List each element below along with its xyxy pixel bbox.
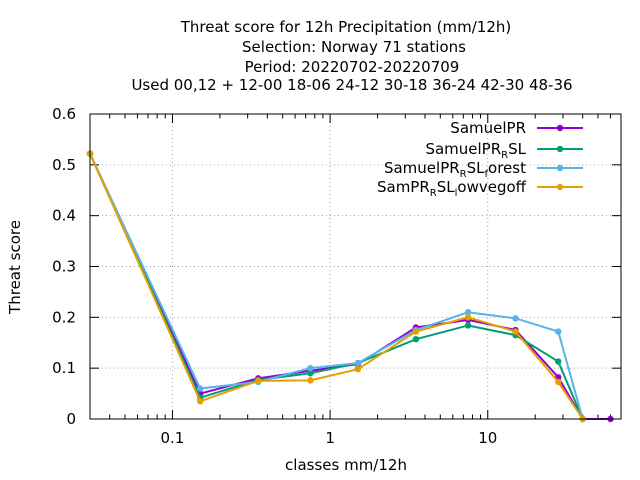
plot-frame [89,113,622,420]
legend-text: SamuelPR [384,159,460,177]
legend-text: SL [437,178,456,196]
legend-text: SamuelPR [450,119,526,137]
legend-subscript: R [501,150,508,161]
data-point [307,377,314,384]
data-point [512,315,519,322]
legend-label: SamuelPRRSL [425,140,526,161]
series-layer [86,150,614,423]
x-tick-label: 10 [478,429,497,447]
y-tick-label: 0.1 [52,359,76,377]
legend-marker [556,164,564,172]
series-SamuelPR [86,150,614,423]
legend-label: SamuelPR [450,119,526,137]
y-tick-label: 0.5 [52,156,76,174]
legend-text: SL [467,159,486,177]
y-tick-label: 0.2 [52,308,76,326]
data-point [197,398,204,405]
data-point [412,335,420,343]
title-line-3: Period: 20220702-20220709 [245,58,460,76]
axis-ticks: 0 0.1 0.2 0.3 0.4 0.5 0.6 0.1 1 10 [52,105,621,447]
legend-label: SamPRRSLlowvegoff [377,178,527,199]
y-tick-label: 0.4 [52,207,76,225]
title-line-4: Used 00,12 + 12-00 18-06 24-12 30-18 36-… [131,76,572,94]
data-point [354,365,362,373]
data-point [354,359,362,367]
legend-marker [556,124,564,132]
y-tick-label: 0 [66,410,76,428]
data-point [255,377,262,385]
legend-item: SamuelPRRSLforest [384,159,583,180]
data-point [555,328,562,335]
legend-text: SL [508,140,527,158]
data-point [464,322,472,329]
legend-subscript: R [430,188,437,199]
legend-label: SamuelPRRSLforest [384,159,526,180]
data-point [464,309,472,316]
series-SamPR_RSL_lowvegoff [86,150,586,423]
title-line-2: Selection: Norway 71 stations [242,38,466,56]
legend-item: SamuelPR [450,119,583,137]
y-axis-label: Threat score [6,220,24,315]
legend-marker [556,183,564,191]
data-point [307,364,314,372]
legend: SamuelPRSamuelPRRSLSamuelPRRSLforestSamP… [377,119,583,199]
legend-marker [556,145,564,153]
x-tick-label: 1 [325,429,335,447]
legend-item: SamPRRSLlowvegoff [377,178,583,199]
title-line-1: Threat score for 12h Precipitation (mm/1… [180,18,512,36]
data-point [307,370,314,377]
data-point [512,328,519,335]
legend-item: SamuelPRRSL [425,140,583,161]
x-tick-label: 0.1 [161,429,185,447]
y-tick-label: 0.6 [52,105,76,123]
data-point [555,358,562,365]
series-line [89,153,584,420]
data-point [412,328,420,335]
data-point [555,378,562,386]
legend-text: SamuelPR [425,140,501,158]
series-line [89,153,584,420]
x-axis-label: classes mm/12h [285,456,407,474]
legend-text: owvegoff [457,178,526,196]
legend-subscript: f [485,169,489,180]
grid-lines [90,114,621,419]
legend-subscript: l [455,188,458,199]
series-line [89,153,611,420]
chart-title: Threat score for 12h Precipitation (mm/1… [131,18,572,94]
legend-text: orest [488,159,526,177]
data-point [464,314,472,321]
y-tick-label: 0.3 [52,258,76,276]
data-point [197,385,204,392]
legend-subscript: R [460,169,467,180]
legend-text: SamPR [377,178,430,196]
